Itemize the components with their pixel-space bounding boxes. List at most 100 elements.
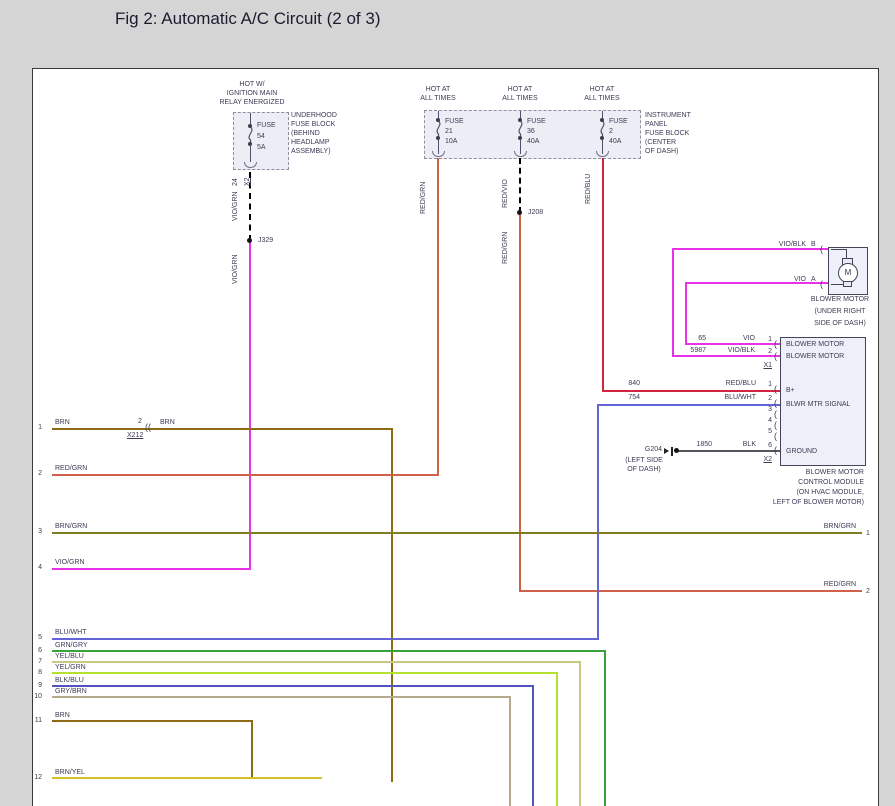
fuse-terminal-dot <box>600 136 604 140</box>
fuse-lead <box>438 111 439 120</box>
wire-blu-wht-row5 <box>52 638 599 640</box>
wire-color-label: RED/GRN <box>823 581 856 588</box>
pin-bracket: ( <box>774 420 777 430</box>
row-number: 11 <box>34 717 42 724</box>
wire-red-blu-to-module <box>602 390 780 392</box>
wire-color-label: YEL/GRN <box>55 664 86 671</box>
wire-color-label: BRN <box>55 712 70 719</box>
fuse-lead <box>438 140 439 154</box>
blower-caption: SIDE OF DASH) <box>814 320 866 327</box>
module-pin-label: BLOWER MOTOR <box>786 341 845 348</box>
control-module-box <box>780 337 866 466</box>
pin-number: 1 <box>768 381 772 388</box>
row-number: 3 <box>38 528 42 535</box>
fuse-rating: 40A <box>527 138 540 145</box>
row-number: 4 <box>38 564 42 571</box>
pin-bracket: ( <box>774 409 777 419</box>
pin-number: 2 <box>768 348 772 355</box>
underhood-fuse-block-box <box>233 112 289 170</box>
wire-color-label: BLK/BLU <box>55 677 84 684</box>
pin-bracket: ( <box>820 279 823 289</box>
fuse-lead <box>602 140 603 154</box>
wire-color-label: BRN <box>160 419 175 426</box>
circuit-number: 754 <box>628 394 640 401</box>
fuse-terminal-dot <box>436 118 440 122</box>
wire-vio-blk-vertical <box>672 248 674 356</box>
fuse-rating: 5A <box>257 144 266 151</box>
splice-dot-j208 <box>517 210 522 215</box>
wire-yel-blu-vertical <box>579 661 581 806</box>
circuit-number: 65 <box>698 335 706 342</box>
ground-dot <box>674 448 679 453</box>
internal-wire <box>831 284 847 285</box>
wire-color-label: BRN/GRN <box>55 523 88 530</box>
pin-bracket: ( <box>774 445 777 455</box>
wire-brn-row11-vertical <box>251 720 253 779</box>
fuse-label: FUSE <box>609 118 628 125</box>
wire-color-label: VIO <box>793 276 806 283</box>
location-label: FUSE BLOCK <box>291 121 336 128</box>
location-label: (CENTER <box>645 139 677 146</box>
wire-vio-blk-top <box>672 248 828 250</box>
blower-pin-b: B <box>811 241 816 248</box>
location-label: INSTRUMENT <box>645 112 691 119</box>
wire-gry-brn-vertical <box>509 696 511 806</box>
location-label: OF DASH) <box>645 148 679 155</box>
wire-vio-grn-dashed <box>249 172 251 241</box>
wire-brn-row1 <box>52 428 393 430</box>
wire-color-label: RED/GRN <box>55 465 88 472</box>
wire-red-grn-row2 <box>52 474 439 476</box>
wire-color-label: VIO/GRN <box>55 559 85 566</box>
wire-brn-grn-row3 <box>52 532 862 534</box>
wire-yel-grn-row8 <box>52 672 558 674</box>
fuse-label: FUSE <box>257 122 276 129</box>
module-pin-label: BLWR MTR SIGNAL <box>786 401 851 408</box>
wire-blu-wht-vertical <box>597 404 599 639</box>
wire-color-label: VIO/GRN <box>232 191 239 221</box>
wire-color-label: VIO/BLK <box>727 347 755 354</box>
circuit-number: 1850 <box>696 441 712 448</box>
fuse-lead <box>520 140 521 154</box>
pin-number: 2 <box>768 395 772 402</box>
fuse-lead <box>602 111 603 120</box>
wire-vio-grn-row4 <box>52 568 251 570</box>
wire-vio-blk-to-module <box>672 355 780 357</box>
row-number: 9 <box>38 682 42 689</box>
wire-vio-top <box>685 282 828 284</box>
diagram-panel <box>32 68 879 806</box>
location-label: (BEHIND <box>291 130 320 137</box>
wire-color-label: VIO/BLK <box>778 241 806 248</box>
pin-bracket: ( <box>774 351 777 361</box>
pin-bracket: ( <box>774 398 777 408</box>
wire-red-blu-vertical <box>602 158 604 392</box>
wire-grn-gry-row6 <box>52 650 606 652</box>
wire-color-label: RED/GRN <box>420 181 427 214</box>
fuse-terminal-dot <box>436 136 440 140</box>
circuit-number: 5987 <box>690 347 706 354</box>
wire-color-label: BLU/WHT <box>55 629 87 636</box>
row-number: 2 <box>38 470 42 477</box>
hot-label: ALL TIMES <box>502 95 538 102</box>
wire-color-label: RED/BLU <box>585 173 592 204</box>
splice-label: J329 <box>258 237 274 244</box>
fuse-terminal-dot <box>600 118 604 122</box>
fuse-number: 36 <box>527 128 535 135</box>
wire-vio-vertical <box>685 282 687 345</box>
splice-label: J208 <box>528 209 544 216</box>
module-caption: BLOWER MOTOR <box>805 469 864 476</box>
wire-color-label: VIO <box>742 335 755 342</box>
fuse-terminal-dot <box>248 124 252 128</box>
ground-arrow <box>664 448 669 454</box>
ground-location: OF DASH) <box>627 466 661 473</box>
row-number: 7 <box>38 658 42 665</box>
fuse-symbol <box>436 121 441 137</box>
fuse-symbol <box>518 121 523 137</box>
wire-color-label: RED/VIO <box>502 179 509 208</box>
location-label: ASSEMBLY) <box>291 148 331 155</box>
internal-wire <box>831 249 847 250</box>
row-number: 2 <box>866 588 870 595</box>
wire-brn-row11 <box>52 720 253 722</box>
wire-vio-to-module <box>685 343 780 345</box>
blower-pin-a: A <box>811 276 816 283</box>
wire-red-grn-vertical <box>437 158 439 476</box>
